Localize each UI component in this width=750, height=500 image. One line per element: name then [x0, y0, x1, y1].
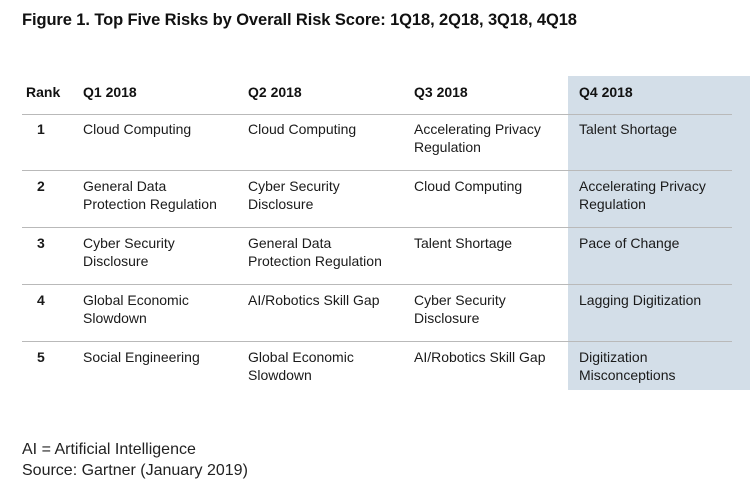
rank-cell: 1 — [37, 121, 45, 137]
q4-cell: Digitization Misconceptions — [579, 349, 676, 383]
table-row: 4 Global Economic Slowdown AI/Robotics S… — [22, 285, 732, 342]
rank-cell: 5 — [37, 349, 45, 365]
q3-cell: AI/Robotics Skill Gap — [414, 349, 546, 365]
q4-highlight-column — [568, 76, 750, 390]
q2-cell: AI/Robotics Skill Gap — [248, 292, 380, 308]
q4-cell: Accelerating Privacy Regulation — [579, 178, 706, 212]
source-note: Source: Gartner (January 2019) — [22, 462, 248, 479]
figure-title: Figure 1. Top Five Risks by Overall Risk… — [22, 11, 577, 29]
header-rank: Rank — [26, 84, 61, 100]
rank-cell: 3 — [37, 235, 45, 251]
header-q3: Q3 2018 — [414, 84, 468, 100]
q4-cell: Lagging Digitization — [579, 292, 702, 308]
q3-cell: Talent Shortage — [414, 235, 513, 251]
header-q4: Q4 2018 — [579, 84, 633, 100]
q1-cell: Cloud Computing — [83, 121, 192, 137]
q3-cell: Accelerating Privacy Regulation — [414, 121, 541, 155]
table-row: 3 Cyber Security Disclosure General Data… — [22, 228, 732, 285]
q3-cell: Cloud Computing — [414, 178, 523, 194]
q2-cell: Cloud Computing — [248, 121, 357, 137]
q2-cell: Cyber Security Disclosure — [248, 178, 340, 212]
rank-cell: 2 — [37, 178, 45, 194]
q3-cell: Cyber Security Disclosure — [414, 292, 506, 326]
table-row: 5 Social Engineering Global Economic Slo… — [22, 342, 732, 390]
rank-cell: 4 — [37, 292, 45, 308]
q2-cell: General Data Protection Regulation — [248, 235, 382, 269]
q1-cell: Social Engineering — [83, 349, 200, 365]
table-header-row: Rank Q1 2018 Q2 2018 Q3 2018 Q4 2018 — [22, 76, 732, 115]
table-row: 1 Cloud Computing Cloud Computing Accele… — [22, 114, 732, 171]
table-row: 2 General Data Protection Regulation Cyb… — [22, 171, 732, 228]
q2-cell: Global Economic Slowdown — [248, 349, 354, 383]
q1-cell: Global Economic Slowdown — [83, 292, 189, 326]
q1-cell: General Data Protection Regulation — [83, 178, 217, 212]
header-q1: Q1 2018 — [83, 84, 137, 100]
q1-cell: Cyber Security Disclosure — [83, 235, 175, 269]
q4-cell: Talent Shortage — [579, 121, 678, 137]
header-q2: Q2 2018 — [248, 84, 302, 100]
q4-cell: Pace of Change — [579, 235, 680, 251]
abbreviation-note: AI = Artificial Intelligence — [22, 441, 196, 458]
